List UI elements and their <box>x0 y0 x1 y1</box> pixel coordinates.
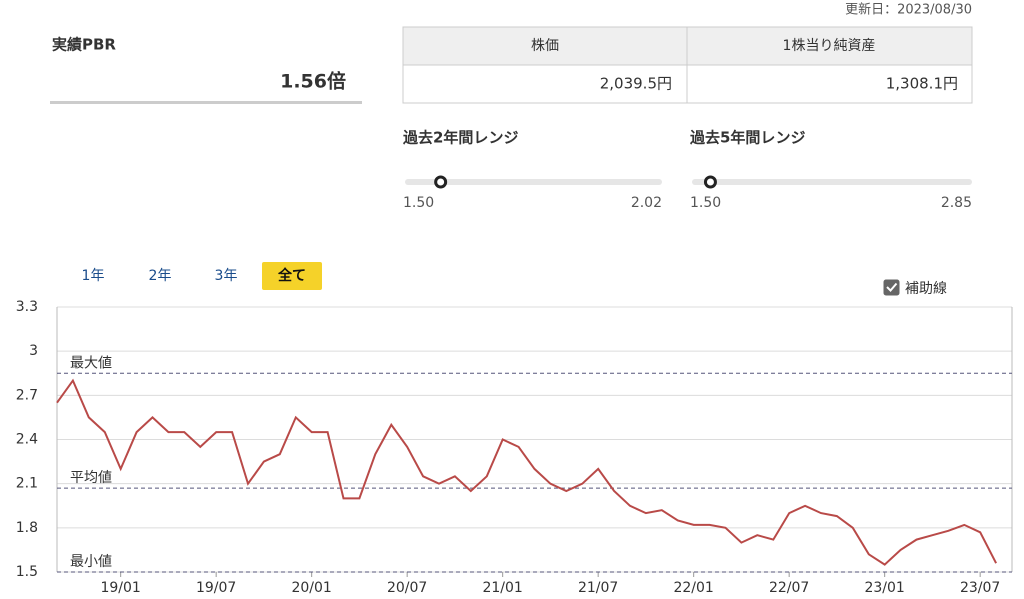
y-tick-label: 2.4 <box>16 432 38 448</box>
y-tick-label: 3 <box>29 343 38 359</box>
range-min: 1.50 <box>403 195 434 211</box>
range-marker <box>703 175 717 189</box>
pbr-label: 実績PBR <box>52 36 116 54</box>
pbr-underline <box>50 101 362 104</box>
range-min: 1.50 <box>690 195 721 211</box>
tab[interactable]: 全て <box>277 267 306 284</box>
x-tick-label: 23/07 <box>960 580 1000 596</box>
tab[interactable]: 1年 <box>82 268 105 284</box>
checkbox-tick <box>886 282 898 292</box>
range-title: 過去5年間レンジ <box>689 129 805 147</box>
x-tick-label: 19/01 <box>100 580 140 596</box>
updated: 更新日：2023/08/30 <box>845 2 972 18</box>
range-title: 過去2年間レンジ <box>402 129 518 147</box>
range-track <box>405 179 662 185</box>
table-cell: 2,039.5円 <box>600 75 672 93</box>
pbr-value: 1.56倍 <box>280 70 346 93</box>
x-tick-label: 23/01 <box>864 580 904 596</box>
range-track <box>692 179 972 185</box>
checkbox-label: 補助線 <box>905 281 947 297</box>
y-tick-label: 2.1 <box>16 476 38 492</box>
range-marker <box>434 175 448 189</box>
reference-label: 平均値 <box>70 470 112 486</box>
y-tick-label: 3.3 <box>16 299 38 315</box>
tab[interactable]: 2年 <box>149 268 172 284</box>
table-cell: 1,308.1円 <box>886 75 958 93</box>
y-tick-label: 1.8 <box>16 520 38 536</box>
x-tick-label: 21/07 <box>578 580 618 596</box>
tab[interactable]: 3年 <box>215 268 238 284</box>
x-tick-label: 22/07 <box>769 580 809 596</box>
checkbox[interactable] <box>883 279 900 296</box>
price-line <box>56 378 997 566</box>
x-tick-label: 22/01 <box>673 580 713 596</box>
range-max: 2.02 <box>631 195 662 211</box>
y-tick-label: 1.5 <box>16 564 38 580</box>
range-max: 2.85 <box>941 195 972 211</box>
reference-label: 最小値 <box>70 554 112 570</box>
table-header-cell: 株価 <box>531 38 559 54</box>
table-header-cell: 1株当り純資産 <box>783 38 876 54</box>
x-tick-label: 21/01 <box>482 580 522 596</box>
reference-label: 最大値 <box>70 355 112 371</box>
y-tick-label: 2.7 <box>16 387 38 403</box>
x-tick-label: 20/07 <box>387 580 427 596</box>
x-tick-label: 19/07 <box>196 580 236 596</box>
tab-active-bg <box>262 262 322 290</box>
x-tick-label: 20/01 <box>291 580 331 596</box>
